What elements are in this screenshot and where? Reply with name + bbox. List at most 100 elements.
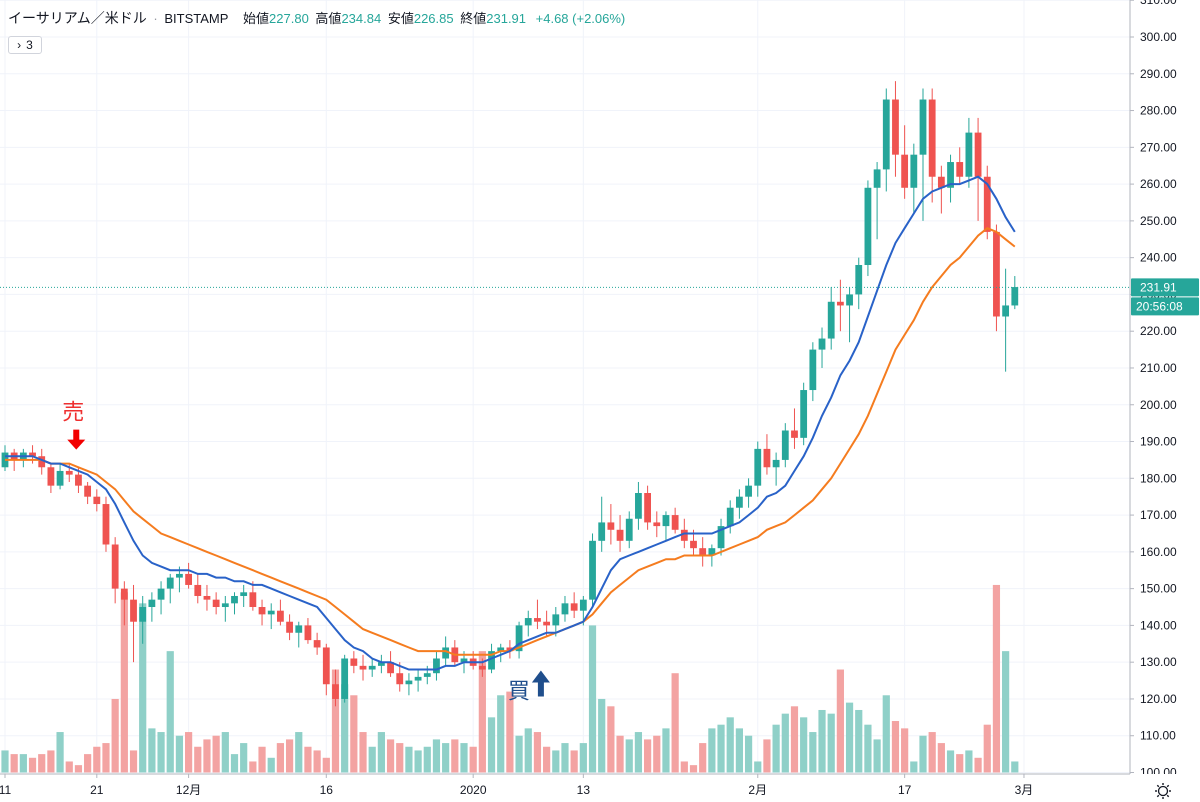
time-tick-label: 13 [577,783,591,797]
ma-short-line [5,175,1016,671]
price-tick-label: 110.00 [1140,729,1176,743]
candle [221,595,229,622]
volume-bar [992,584,1001,773]
volume-bar [689,765,698,773]
candle [974,117,982,221]
candle-body [267,610,275,615]
candle-body [644,493,651,523]
candle [396,662,404,692]
candle [846,287,853,343]
candle-body [882,99,890,170]
candle-body [864,187,872,266]
candle [166,573,174,604]
volume-bar [194,746,202,773]
volume-bar [644,739,652,773]
candle [56,463,64,490]
volume-bar [726,717,734,773]
candle [589,533,596,608]
volume-bar [285,739,294,773]
volume-bar [175,735,184,773]
close-value: 231.91 [486,11,527,26]
candle [93,489,101,512]
candle-body [754,448,762,486]
volume-bar [359,732,367,773]
candle-body [84,485,92,497]
candle-body [846,294,853,306]
candle-body [93,496,101,505]
candle-body [818,338,826,350]
countdown-tag-text: 20:56:08 [1136,299,1183,313]
volume-bar [322,757,330,773]
volume-bar [625,739,633,773]
volume-bar [598,698,606,773]
sell-annotation-label: 売 [62,401,84,426]
candle-body [240,592,248,596]
volume-bar [699,743,707,773]
candle-body [65,470,73,475]
volume-bar [65,761,73,773]
volume-bar [38,754,46,773]
candle-body [552,614,560,626]
volume-bar [19,754,27,773]
candle-body [359,665,367,670]
time-axis[interactable]: 11 21 12月 16 2020 13 2月 17 3月 [0,773,1200,802]
volume-bar [120,592,128,773]
candle-body [736,496,743,508]
volume-bar [267,757,275,773]
volume-bar [10,754,18,773]
candle-body [295,625,303,633]
volume-bar [157,732,165,773]
volume-bar [616,735,624,773]
candle-body [377,662,385,666]
symbol-name[interactable]: イーサリアム／米ドル [8,10,147,26]
candle-body [313,640,321,648]
candle-body [396,673,404,685]
candle-body [120,588,128,600]
candle [993,224,1000,332]
candle-body [543,621,551,626]
price-tick-label: 120.00 [1140,692,1177,706]
price-tick-label: 260.00 [1140,177,1177,191]
candle [359,654,367,681]
volume-bar [671,673,679,773]
time-tick-label: 11 [0,783,12,797]
price-tick-label: 220.00 [1140,324,1177,338]
volume-bar [515,735,523,773]
candle-body [350,658,358,666]
candle-body [635,493,642,519]
volume-bar [469,746,477,773]
candle-body [497,647,505,652]
volume-bar [790,706,799,773]
candle [524,610,532,637]
candle [616,515,624,552]
volume-bar [28,757,37,773]
volume-bar [772,724,780,773]
candle [194,573,202,604]
candle-body [873,169,881,188]
price-axis[interactable]: 100.00110.00120.00130.00140.00150.00160.… [1129,0,1200,780]
candle-body [579,599,587,611]
volume-bar [74,765,83,773]
candle-body [919,99,927,155]
volume-bar [873,739,881,773]
candlestick-series [1,81,1019,707]
volume-bar [543,746,551,773]
volume-bars [1,584,1019,773]
candle [350,651,358,674]
time-tick-label: 3月 [1015,783,1034,797]
indicators-toggle-button[interactable]: › 3 [8,36,42,54]
candle [120,581,128,626]
candle [625,511,633,549]
candle-body [478,665,486,670]
candle [38,448,46,475]
candle [864,180,872,277]
candle-body [809,349,817,391]
open-value: 227.80 [269,11,309,26]
candle [295,621,303,648]
candle-body [47,467,55,486]
price-tick-label: 270.00 [1140,140,1177,154]
settings-icon[interactable] [1155,783,1171,799]
candle-body [570,603,578,611]
candle-body [625,518,633,541]
